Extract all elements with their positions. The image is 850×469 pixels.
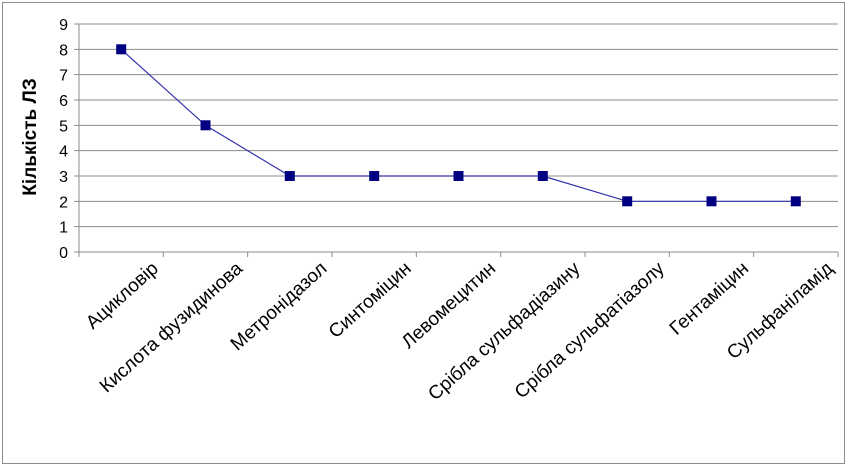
y-tick-label: 0 xyxy=(59,245,68,262)
y-tick-label: 2 xyxy=(59,194,68,211)
series-markers xyxy=(116,44,801,207)
chart-frame xyxy=(2,2,845,464)
y-tick-labels: 0 1 2 3 4 5 6 7 8 9 xyxy=(59,17,68,262)
y-tick-label: 7 xyxy=(59,68,68,85)
data-point-marker xyxy=(369,171,380,181)
data-point-marker xyxy=(537,171,548,181)
y-tick-label: 8 xyxy=(59,42,68,59)
data-point-marker xyxy=(706,196,717,207)
y-axis-label: Кількість ЛЗ xyxy=(20,78,41,196)
y-tick-label: 5 xyxy=(59,118,68,135)
x-tick-label: Гентаміцин xyxy=(666,258,753,339)
y-tick-label: 9 xyxy=(59,17,68,34)
y-tick-label: 4 xyxy=(59,144,68,161)
data-point-marker xyxy=(453,171,464,181)
y-tick-label: 3 xyxy=(59,169,68,186)
axes xyxy=(74,23,839,257)
gridlines xyxy=(79,23,838,228)
x-tick-label: Кислота фузидинова xyxy=(96,258,247,397)
y-tick-label: 1 xyxy=(59,220,68,237)
x-tick-label: Ацикловір xyxy=(82,258,163,333)
data-point-marker xyxy=(200,120,211,131)
data-point-marker xyxy=(790,196,801,207)
data-point-marker xyxy=(284,171,295,181)
y-tick-label: 6 xyxy=(59,93,68,110)
data-point-marker xyxy=(116,44,127,55)
x-tick-label: Срібла сульфадіазину xyxy=(424,258,584,405)
data-point-marker xyxy=(622,196,633,207)
x-tick-label: Синтоміцин xyxy=(325,258,416,343)
x-tick-label: Срібла сульфатіазолу xyxy=(511,258,669,403)
